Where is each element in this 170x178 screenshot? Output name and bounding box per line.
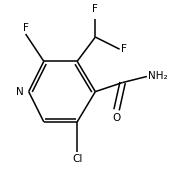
Text: F: F — [121, 44, 127, 54]
Text: Cl: Cl — [72, 154, 82, 164]
Text: F: F — [23, 22, 29, 33]
Text: N: N — [16, 87, 24, 97]
Text: F: F — [92, 4, 98, 14]
Text: O: O — [112, 113, 121, 123]
Text: NH₂: NH₂ — [148, 71, 168, 82]
